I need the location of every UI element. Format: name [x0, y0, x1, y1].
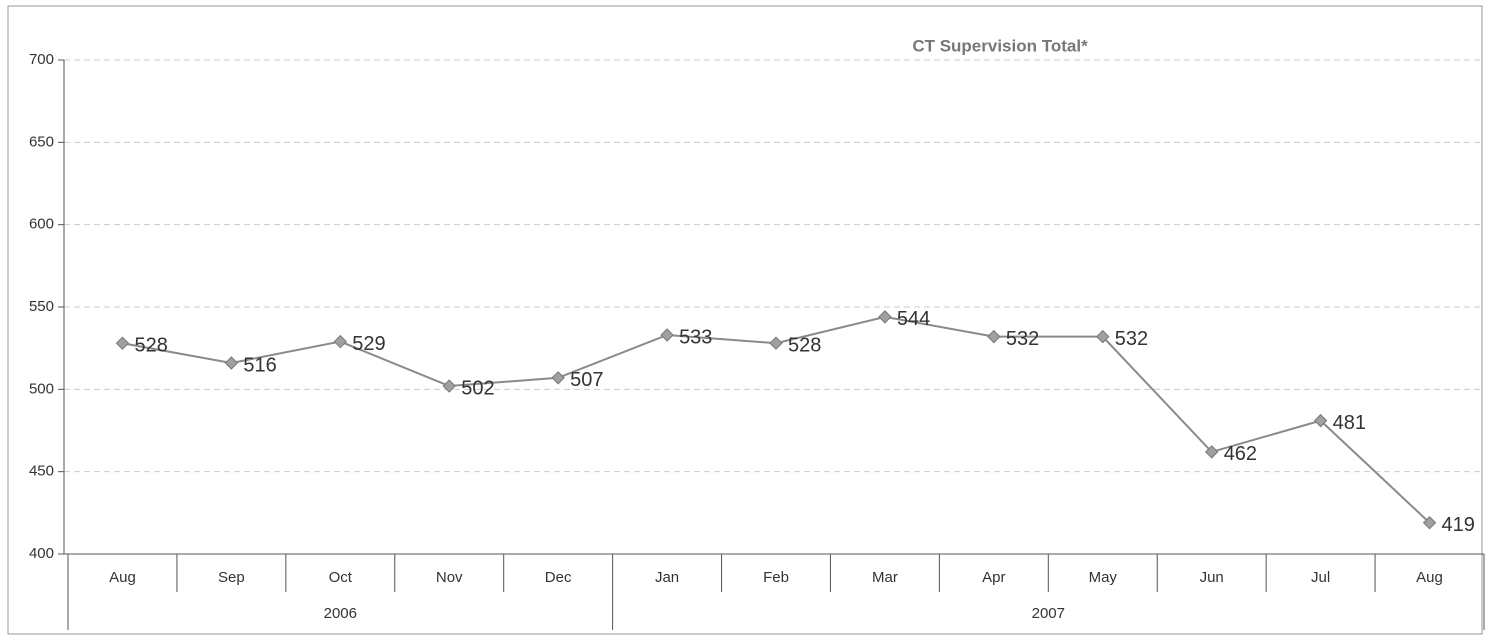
- x-tick-label: Oct: [329, 569, 353, 586]
- point-marker: [442, 379, 456, 393]
- y-tick-label: 550: [29, 298, 54, 315]
- y-tick-label: 700: [29, 51, 54, 68]
- x-tick-label: Aug: [1416, 569, 1443, 586]
- y-tick-label: 650: [29, 133, 54, 150]
- point-marker: [660, 328, 674, 342]
- x-tick-label: May: [1089, 569, 1118, 586]
- x-tick-label: Aug: [109, 569, 136, 586]
- y-tick-label: 600: [29, 216, 54, 233]
- y-tick-label: 400: [29, 545, 54, 562]
- chart-title: CT Supervision Total*: [912, 36, 1088, 55]
- point-marker: [1422, 516, 1437, 530]
- data-label: 502: [461, 377, 494, 399]
- data-label: 529: [352, 333, 385, 355]
- data-label: 532: [1115, 328, 1148, 350]
- data-label: 507: [570, 369, 603, 391]
- point-marker: [224, 356, 239, 370]
- data-label: 516: [243, 354, 276, 376]
- point-marker: [1096, 329, 1110, 344]
- x-group-label: 2006: [324, 605, 357, 622]
- y-tick-label: 500: [29, 380, 54, 397]
- point-marker: [115, 336, 130, 350]
- x-tick-label: Feb: [763, 569, 789, 586]
- data-label: 528: [788, 335, 821, 357]
- point-marker: [987, 329, 1001, 344]
- point-marker: [1204, 445, 1219, 459]
- data-label: 544: [897, 308, 930, 330]
- point-marker: [769, 336, 783, 350]
- x-tick-label: Jan: [655, 569, 679, 586]
- frame: [7, 5, 1483, 635]
- x-group-label: 2007: [1032, 605, 1065, 622]
- x-tick-label: Jun: [1200, 569, 1224, 586]
- x-tick-label: Dec: [545, 569, 572, 586]
- point-marker: [1313, 413, 1328, 428]
- data-label: 481: [1333, 412, 1366, 434]
- x-tick-label: Sep: [218, 569, 245, 586]
- data-label: 528: [134, 335, 167, 357]
- data-label: 532: [1006, 328, 1039, 350]
- y-tick-label: 450: [29, 463, 54, 480]
- point-marker: [878, 310, 892, 324]
- point-marker: [333, 334, 348, 349]
- data-label: 419: [1442, 514, 1475, 536]
- data-label: 462: [1224, 443, 1257, 465]
- x-tick-label: Nov: [436, 569, 463, 586]
- x-tick-label: Mar: [872, 569, 898, 586]
- x-tick-label: Apr: [982, 569, 1005, 586]
- x-tick-label: Jul: [1311, 569, 1330, 586]
- data-label: 533: [679, 326, 712, 348]
- point-marker: [551, 371, 565, 385]
